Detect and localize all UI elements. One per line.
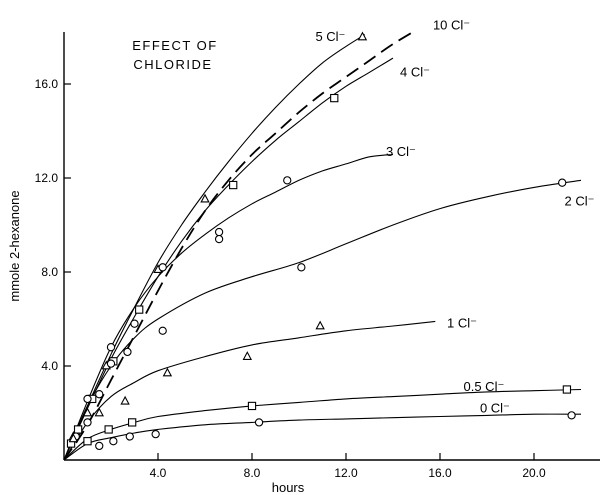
data-point-2cl xyxy=(123,347,132,357)
series-curves xyxy=(63,29,582,461)
y-tick-label: 12.0 xyxy=(35,171,59,185)
y-tick-label: 16.0 xyxy=(35,77,59,91)
series-line-3cl xyxy=(63,153,394,461)
data-point-2cl xyxy=(106,359,116,368)
x-tick-label: 4.0 xyxy=(150,466,167,480)
series-label-2cl: 2 Cl⁻ xyxy=(565,194,595,209)
series-line-1cl xyxy=(63,320,436,461)
x-axis-label: hours xyxy=(272,480,305,495)
data-point-2cl xyxy=(83,418,92,427)
data-point-1cl xyxy=(315,320,325,330)
data-point-0p5cl xyxy=(104,425,113,434)
data-point-1cl xyxy=(68,433,79,443)
series-line-0cl xyxy=(63,413,582,461)
data-point-0p5cl xyxy=(83,437,92,446)
data-point-0p5cl xyxy=(247,401,257,411)
data-point-5cl xyxy=(357,31,368,41)
data-point-0cl xyxy=(567,411,576,420)
data-point-2cl xyxy=(95,390,104,399)
data-point-3cl xyxy=(214,227,224,237)
data-point-4cl xyxy=(229,180,238,190)
data-point-3cl xyxy=(283,176,292,185)
x-tick-label: 20.0 xyxy=(522,466,546,480)
data-point-4cl xyxy=(135,305,144,314)
series-label-1cl: 1 Cl⁻ xyxy=(447,316,477,331)
y-tick-label: 4.0 xyxy=(41,359,58,373)
y-tick-label: 8.0 xyxy=(41,265,58,279)
series-label-5cl: 5 Cl⁻ xyxy=(315,29,345,44)
data-point-3cl xyxy=(130,319,139,328)
series-labels: 10 Cl⁻ 5 Cl⁻ 4 Cl⁻ 3 Cl⁻ 2 Cl⁻ 1 Cl⁻ 0.5 Cl⁻ 0 … xyxy=(315,17,594,415)
data-point-0cl xyxy=(125,432,134,441)
series-line-10cl xyxy=(63,29,417,461)
series-label-0cl: 0 Cl⁻ xyxy=(480,400,510,415)
data-point-2cl xyxy=(158,326,167,335)
series-markers xyxy=(66,31,576,451)
data-point-3cl xyxy=(158,263,167,272)
data-point-3cl xyxy=(106,343,116,352)
data-point-5cl xyxy=(200,193,210,203)
series-label-4cl: 4 Cl⁻ xyxy=(400,64,430,79)
series-line-5cl xyxy=(63,34,366,461)
data-point-0cl xyxy=(254,418,264,427)
data-point-1cl xyxy=(162,367,173,377)
series-label-10cl: 10 Cl⁻ xyxy=(433,17,470,32)
series-label-0p5cl: 0.5 Cl⁻ xyxy=(464,379,505,394)
x-tick-label: 8.0 xyxy=(244,466,261,480)
data-point-1cl xyxy=(120,395,130,405)
data-point-0cl xyxy=(95,441,104,451)
chart-title-line-2: CHLORIDE xyxy=(133,57,212,72)
chart-title-line-1: EFFECT OF xyxy=(132,38,217,53)
data-point-4cl xyxy=(73,425,83,434)
data-point-0cl xyxy=(151,429,160,439)
series-line-0p5cl xyxy=(63,388,582,461)
data-point-2cl xyxy=(558,178,567,187)
series-line-4cl xyxy=(63,57,394,461)
data-point-5cl xyxy=(82,407,93,417)
data-point-2cl xyxy=(214,234,224,244)
axis-ticks: 4.0 8.0 12.0 16.0 20.0 4.0 8.0 12.0 16.0 xyxy=(35,77,546,480)
data-point-0p5cl xyxy=(562,385,572,394)
data-point-4cl xyxy=(330,93,339,103)
data-point-3cl xyxy=(83,394,92,404)
data-point-2cl xyxy=(297,263,306,272)
axes xyxy=(63,32,600,461)
series-label-3cl: 3 Cl⁻ xyxy=(386,144,416,159)
data-point-0cl xyxy=(109,437,118,446)
y-axis-label: mmole 2-hexanone xyxy=(7,190,22,301)
x-tick-label: 12.0 xyxy=(334,466,358,480)
x-tick-label: 16.0 xyxy=(428,466,452,480)
data-point-0p5cl xyxy=(128,418,137,427)
data-point-1cl xyxy=(242,351,253,360)
data-point-1cl xyxy=(94,407,104,417)
